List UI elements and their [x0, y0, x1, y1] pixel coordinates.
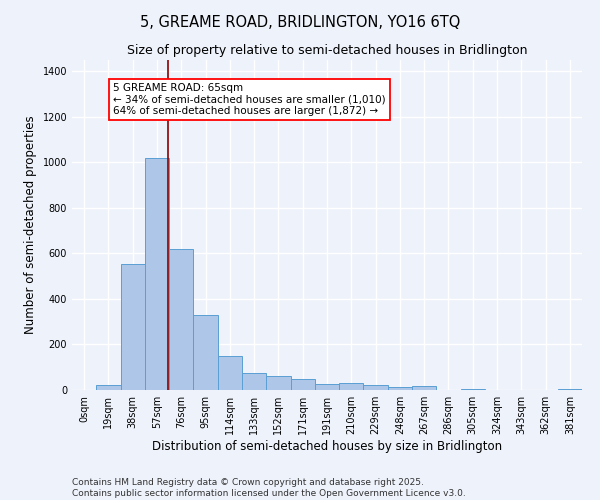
Bar	[315, 384, 339, 390]
Bar	[388, 388, 412, 390]
Y-axis label: Number of semi-detached properties: Number of semi-detached properties	[24, 116, 37, 334]
Bar	[96, 386, 121, 390]
Bar	[339, 383, 364, 390]
Bar	[290, 378, 315, 390]
Bar	[412, 386, 436, 390]
Bar	[169, 249, 193, 390]
Bar	[266, 376, 290, 390]
X-axis label: Distribution of semi-detached houses by size in Bridlington: Distribution of semi-detached houses by …	[152, 440, 502, 453]
Bar	[242, 373, 266, 390]
Title: Size of property relative to semi-detached houses in Bridlington: Size of property relative to semi-detach…	[127, 44, 527, 58]
Bar	[218, 356, 242, 390]
Text: 5, GREAME ROAD, BRIDLINGTON, YO16 6TQ: 5, GREAME ROAD, BRIDLINGTON, YO16 6TQ	[140, 15, 460, 30]
Text: Contains HM Land Registry data © Crown copyright and database right 2025.
Contai: Contains HM Land Registry data © Crown c…	[72, 478, 466, 498]
Bar	[145, 158, 169, 390]
Bar	[461, 389, 485, 390]
Bar	[364, 386, 388, 390]
Bar	[193, 315, 218, 390]
Bar	[558, 389, 582, 390]
Bar	[121, 264, 145, 390]
Text: 5 GREAME ROAD: 65sqm
← 34% of semi-detached houses are smaller (1,010)
64% of se: 5 GREAME ROAD: 65sqm ← 34% of semi-detac…	[113, 83, 386, 116]
